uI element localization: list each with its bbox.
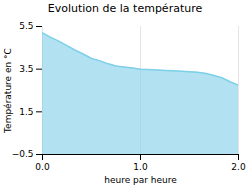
html-text:Evolution de la température: Evolution de la température bbox=[47, 2, 203, 15]
svg-text:−0.5: −0.5 bbox=[12, 149, 34, 159]
svg-text:5.5: 5.5 bbox=[19, 21, 33, 31]
svg-text:2.0: 2.0 bbox=[231, 162, 246, 172]
svg-text:heure par heure: heure par heure bbox=[104, 175, 177, 185]
svg-text:3.5: 3.5 bbox=[19, 64, 33, 74]
svg-text:0.0: 0.0 bbox=[35, 162, 50, 172]
svg-text:1.0: 1.0 bbox=[133, 162, 148, 172]
svg-text:1.5: 1.5 bbox=[19, 107, 33, 117]
svg-text:Température en °C: Température en °C bbox=[3, 48, 13, 134]
